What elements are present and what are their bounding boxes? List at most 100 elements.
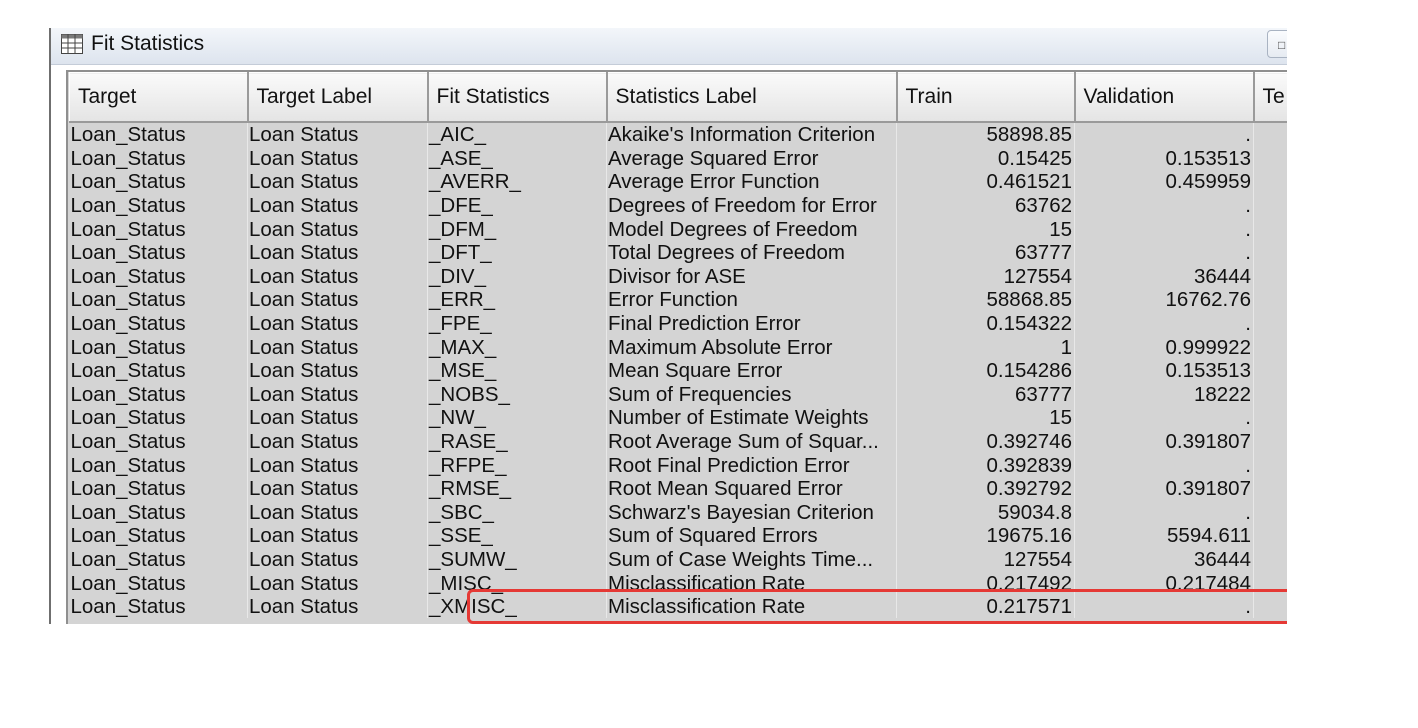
cell-fit-statistic: _XMISC_ [427,594,607,619]
cell-statistics-label: Misclassification Rate [606,571,897,595]
cell-train: 0.461521 [896,170,1075,194]
cell-fit-statistic: _NOBS_ [427,382,607,407]
table-row[interactable]: Loan_Status Loan Status _MISC_ Misclassific… [69,571,1287,595]
cell-statistics-label: Degrees of Freedom for Error [606,193,897,218]
cell-fit-statistic: _DFE_ [427,193,607,218]
column-header-train[interactable]: Train [896,72,1076,123]
cell-statistics-label: Root Mean Squared Error [606,476,897,501]
cell-target: Loan_Status [69,335,248,359]
cell-validation: 36444 [1074,547,1254,572]
table-row[interactable]: Loan_Status Loan Status _DFM_ Model Degrees… [69,217,1287,241]
column-header-target[interactable]: Target [69,72,249,123]
column-header-statistics-label[interactable]: Statistics Label [606,72,898,123]
table-row[interactable]: Loan_Status Loan Status _NOBS_ Sum of Frequ… [69,382,1287,407]
cell-target-label: Loan Status [247,453,428,477]
cell-test [1253,264,1287,289]
cell-statistics-label: Sum of Squared Errors [606,524,897,548]
table-row[interactable]: Loan_Status Loan Status _ASE_ Average Squar… [69,146,1287,171]
cell-validation: . [1074,193,1254,218]
table-row[interactable]: Loan_Status Loan Status _AVERR_ Average Err… [69,170,1287,194]
table-icon [61,34,83,54]
cell-target-label: Loan Status [247,547,428,572]
table-row[interactable]: Loan_Status Loan Status _RASE_ Root Average… [69,429,1287,454]
cell-target-label: Loan Status [247,240,428,265]
table-row[interactable]: Loan_Status Loan Status _NW_ Number of Esti… [69,406,1287,430]
cell-target-label: Loan Status [247,382,428,407]
cell-test [1253,406,1287,430]
column-header-target-label[interactable]: Target Label [247,72,429,123]
table-row[interactable]: Loan_Status Loan Status _DIV_ Divisor for A… [69,264,1287,289]
cell-statistics-label: Final Prediction Error [606,311,897,336]
table-row[interactable]: Loan_Status Loan Status _DFE_ Degrees of Fr… [69,193,1287,218]
cell-target: Loan_Status [69,288,248,312]
cell-test [1253,193,1287,218]
cell-train: 63762 [896,193,1075,218]
cell-train: 59034.8 [896,500,1075,525]
column-header-fit-statistics[interactable]: Fit Statistics [427,72,608,123]
cell-fit-statistic: _FPE_ [427,311,607,336]
table-row[interactable]: Loan_Status Loan Status _SUMW_ Sum of Case … [69,547,1287,572]
cell-fit-statistic: _RMSE_ [427,476,607,501]
cell-train: 127554 [896,264,1075,289]
table-row[interactable]: Loan_Status Loan Status _XMISC_ Misclassifi… [69,594,1287,619]
cell-target-label: Loan Status [247,476,428,501]
cell-target-label: Loan Status [247,594,428,619]
table-row[interactable]: Loan_Status Loan Status _SSE_ Sum of Square… [69,524,1287,548]
cell-target: Loan_Status [69,453,248,477]
cell-target-label: Loan Status [247,571,428,595]
table-row[interactable]: Loan_Status Loan Status _MSE_ Mean Square E… [69,358,1287,383]
column-header-validation[interactable]: Validation [1074,72,1255,123]
cell-fit-statistic: _ASE_ [427,146,607,171]
cell-test [1253,358,1287,383]
cell-target: Loan_Status [69,406,248,430]
cell-validation: 0.153513 [1074,146,1254,171]
table-row[interactable]: Loan_Status Loan Status _SBC_ Schwarz's Bay… [69,500,1287,525]
table-row[interactable]: Loan_Status Loan Status _RFPE_ Root Final P… [69,453,1287,477]
cell-target: Loan_Status [69,264,248,289]
table-row[interactable]: Loan_Status Loan Status _RMSE_ Root Mean Sq… [69,476,1287,501]
cell-target: Loan_Status [69,429,248,454]
cell-train: 0.392839 [896,453,1075,477]
cell-train: 1 [896,335,1075,359]
cell-target-label: Loan Status [247,146,428,171]
cell-statistics-label: Schwarz's Bayesian Criterion [606,500,897,525]
statistics-table: Target Target Label Fit Statistics Stati… [69,72,1287,619]
column-header-test[interactable]: Te [1253,72,1287,123]
cell-statistics-label: Average Squared Error [606,146,897,171]
cell-validation: . [1074,217,1254,241]
cell-target-label: Loan Status [247,500,428,525]
cell-target-label: Loan Status [247,193,428,218]
window-control-button[interactable]: □ [1267,30,1287,58]
cell-train: 0.217492 [896,571,1075,595]
cell-target: Loan_Status [69,122,248,147]
cell-target-label: Loan Status [247,264,428,289]
cell-train: 63777 [896,240,1075,265]
cell-validation: 0.999922 [1074,335,1254,359]
cell-statistics-label: Model Degrees of Freedom [606,217,897,241]
cell-train: 63777 [896,382,1075,407]
table-row[interactable]: Loan_Status Loan Status _AIC_ Akaike's Info… [69,122,1287,147]
cell-train: 0.154286 [896,358,1075,383]
table-row[interactable]: Loan_Status Loan Status _DFT_ Total Degrees… [69,240,1287,265]
cell-statistics-label: Root Average Sum of Squar... [606,429,897,454]
cell-validation: . [1074,500,1254,525]
statistics-grid[interactable]: Target Target Label Fit Statistics Stati… [66,70,1287,624]
header-row: Target Target Label Fit Statistics Stati… [69,72,1287,123]
cell-test [1253,453,1287,477]
cell-validation: . [1074,311,1254,336]
cell-target: Loan_Status [69,146,248,171]
cell-statistics-label: Average Error Function [606,170,897,194]
cell-target-label: Loan Status [247,217,428,241]
cell-test [1253,311,1287,336]
cell-target: Loan_Status [69,240,248,265]
cell-validation: 0.391807 [1074,429,1254,454]
cell-fit-statistic: _DFM_ [427,217,607,241]
cell-test [1253,500,1287,525]
cell-statistics-label: Total Degrees of Freedom [606,240,897,265]
cell-validation: 36444 [1074,264,1254,289]
cell-statistics-label: Sum of Case Weights Time... [606,547,897,572]
table-row[interactable]: Loan_Status Loan Status _ERR_ Error Functio… [69,288,1287,312]
cell-target: Loan_Status [69,547,248,572]
table-row[interactable]: Loan_Status Loan Status _FPE_ Final Predict… [69,311,1287,336]
table-row[interactable]: Loan_Status Loan Status _MAX_ Maximum Absol… [69,335,1287,359]
